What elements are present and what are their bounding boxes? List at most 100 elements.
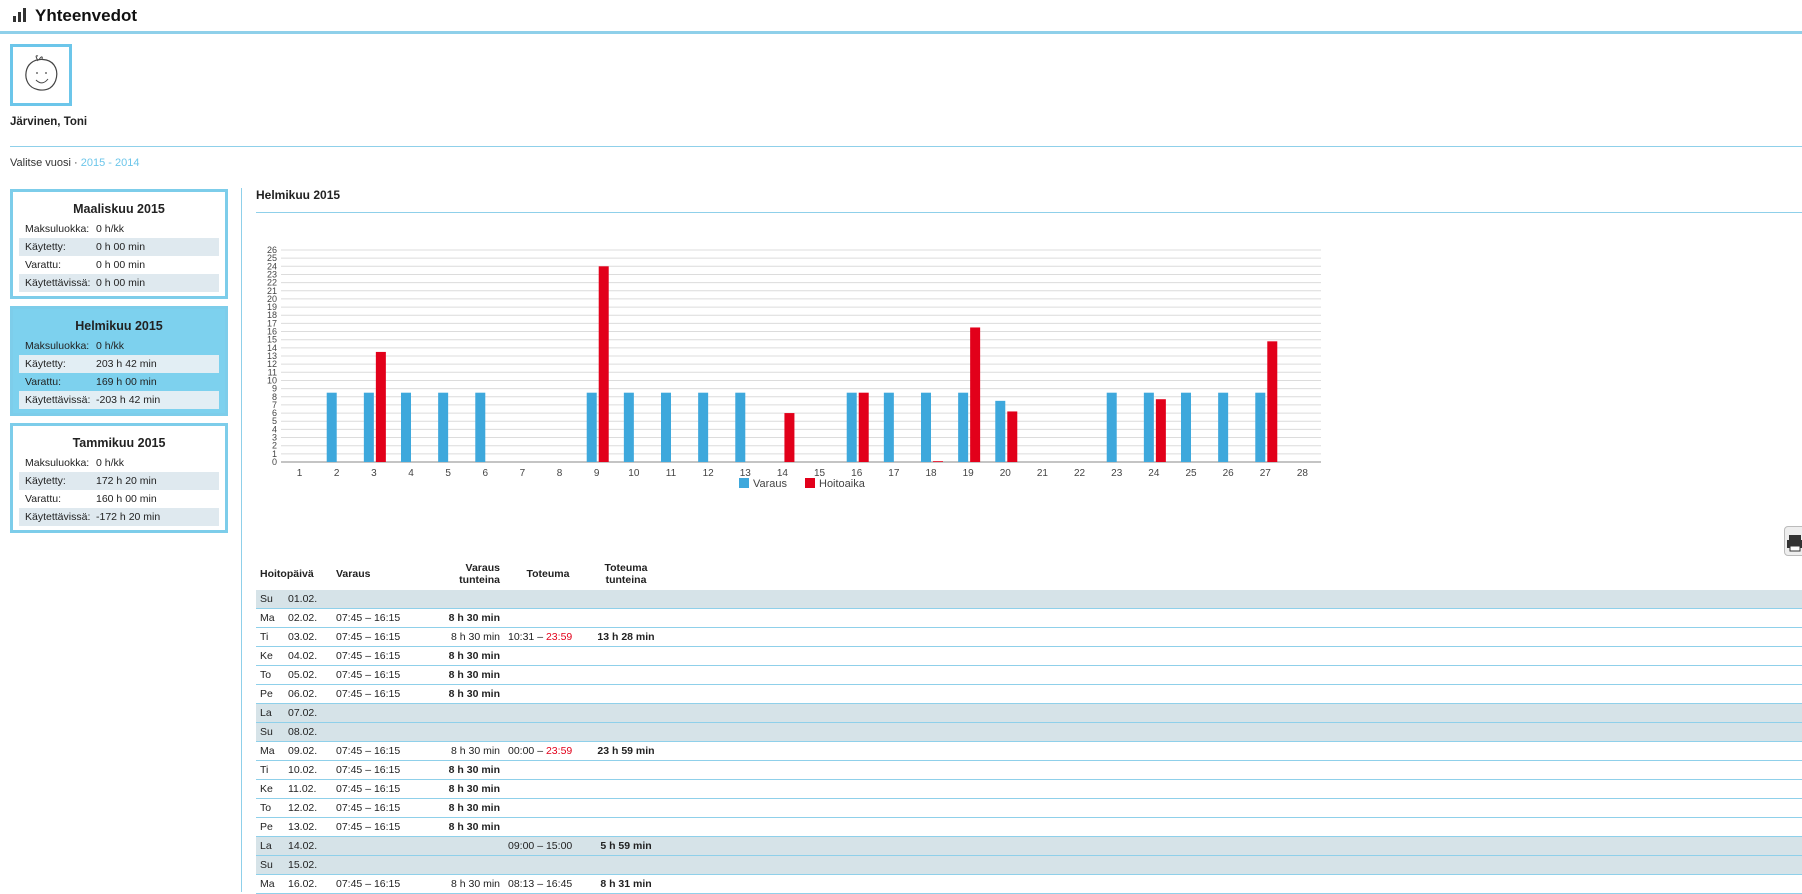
- actual-hours-cell: [592, 779, 660, 799]
- reservation-cell: 07:45 – 16:15: [332, 798, 424, 818]
- bar-varaus-19: [958, 392, 969, 462]
- y-tick-label: 22: [267, 278, 277, 288]
- y-tick-label: 17: [267, 318, 277, 328]
- actual-cell: [504, 703, 592, 723]
- weekday-cell: Su: [256, 855, 284, 875]
- divider: [256, 212, 1802, 213]
- reservation-cell: 07:45 – 16:15: [332, 817, 424, 837]
- weekday-cell: Ke: [256, 779, 284, 799]
- bar-hoitoaika-16: [858, 392, 869, 462]
- x-tick-label: 24: [1148, 468, 1160, 479]
- table-row: Ma 09.02. 07:45 – 16:15 8 h 30 min 00:00 – 2…: [256, 741, 1802, 761]
- actual-cell: [504, 608, 592, 628]
- bar-hoitoaika-9: [598, 266, 609, 462]
- table-row: Pe 06.02. 07:45 – 16:15 8 h 30 min: [256, 684, 1802, 704]
- table-header-row: Hoitopäivä Varaus Varaus tunteina Toteuma…: [260, 562, 648, 586]
- actual-hours-cell: 13 h 28 min: [592, 627, 660, 647]
- reservation-hours-cell: 8 h 30 min: [424, 874, 504, 894]
- table-row: Pe 13.02. 07:45 – 16:15 8 h 30 min: [256, 817, 1802, 837]
- y-tick-label: 25: [267, 253, 277, 263]
- actual-hours-cell: [592, 665, 660, 685]
- date-cell: 03.02.: [284, 627, 332, 647]
- bar-varaus-23: [1106, 392, 1117, 462]
- bar-varaus-17: [883, 392, 894, 462]
- bar-varaus-13: [735, 392, 746, 462]
- month-card-february[interactable]: Helmikuu 2015 Maksuluokka: 0 h/kk Käytett…: [10, 306, 228, 416]
- actual-hours-cell: 5 h 59 min: [592, 836, 660, 856]
- y-tick-label: 3: [272, 433, 277, 443]
- reservation-cell: 07:45 – 16:15: [332, 741, 424, 761]
- table-row: Ti 10.02. 07:45 – 16:15 8 h 30 min: [256, 760, 1802, 780]
- page-title: Yhteenvedot: [35, 6, 138, 25]
- table-row: To 05.02. 07:45 – 16:15 8 h 30 min: [256, 665, 1802, 685]
- reservation-hours-cell: 8 h 30 min: [424, 817, 504, 837]
- month-card-title: Helmikuu 2015: [75, 319, 163, 333]
- day-table: Hoitopäivä Varaus Varaus tunteina Toteuma…: [256, 558, 1802, 894]
- weekday-cell: Ti: [256, 627, 284, 647]
- x-tick-label: 20: [1000, 468, 1012, 479]
- table-row: Su 08.02.: [256, 722, 1802, 742]
- x-tick-label: 26: [1223, 468, 1235, 479]
- date-cell: 04.02.: [284, 646, 332, 666]
- reservation-hours-cell: [424, 855, 504, 875]
- reservation-hours-cell: 8 h 30 min: [424, 627, 504, 647]
- actual-cell: [504, 855, 592, 875]
- actual-hours-cell: [592, 646, 660, 666]
- child-face-icon: [25, 55, 58, 91]
- bar-varaus-11: [661, 392, 671, 462]
- x-tick-label: 7: [520, 468, 526, 479]
- table-row: Ti 03.02. 07:45 – 16:15 8 h 30 min 10:31 – 2…: [256, 627, 1802, 647]
- print-button[interactable]: [1784, 526, 1802, 556]
- actual-hours-cell: [592, 855, 660, 875]
- y-tick-label: 23: [267, 269, 277, 279]
- weekday-cell: Ma: [256, 874, 284, 894]
- bar-varaus-9: [586, 392, 597, 462]
- year-link-2014[interactable]: 2014: [115, 157, 140, 169]
- actual-cell: [504, 590, 592, 609]
- legend-swatch: [805, 478, 815, 488]
- reservation-cell: [332, 855, 424, 875]
- y-tick-label: 8: [272, 392, 277, 402]
- bar-varaus-3: [363, 392, 374, 462]
- x-tick-label: 11: [666, 468, 677, 479]
- y-tick-label: 2: [272, 441, 277, 451]
- avatar[interactable]: [10, 44, 72, 106]
- reservation-hours-cell: 8 h 30 min: [424, 646, 504, 666]
- date-cell: 01.02.: [284, 590, 332, 609]
- bar-varaus-16: [846, 392, 857, 462]
- year-selector: Valitse vuosi · 2015 - 2014: [10, 157, 140, 169]
- bar-hoitoaika-20: [1007, 411, 1018, 462]
- y-tick-label: 14: [267, 343, 277, 353]
- weekday-cell: To: [256, 665, 284, 685]
- bar-varaus-20: [995, 400, 1006, 462]
- x-tick-label: 14: [777, 468, 789, 479]
- y-tick-label: 13: [267, 351, 277, 361]
- actual-hours-cell: [592, 590, 660, 609]
- y-tick-label: 24: [267, 261, 277, 271]
- date-cell: 06.02.: [284, 684, 332, 704]
- month-card-march[interactable]: Maaliskuu 2015 Maksuluokka: 0 h/kk Käytet…: [10, 189, 228, 299]
- x-tick-label: 17: [888, 468, 900, 479]
- reservation-hours-cell: 8 h 30 min: [424, 798, 504, 818]
- sidebar-separator: [241, 188, 242, 892]
- bar-varaus-18: [921, 392, 931, 462]
- y-tick-label: 20: [267, 294, 277, 304]
- reservation-cell: [332, 590, 424, 609]
- reservation-cell: 07:45 – 16:15: [332, 684, 424, 704]
- month-card-january[interactable]: Tammikuu 2015 Maksuluokka: 0 h/kk Käytett…: [10, 423, 228, 533]
- x-tick-label: 15: [814, 468, 826, 479]
- x-tick-label: 12: [703, 468, 715, 479]
- date-cell: 16.02.: [284, 874, 332, 894]
- actual-cell: 10:31 – 23:59: [504, 627, 592, 647]
- reservation-cell: 07:45 – 16:15: [332, 627, 424, 647]
- weekday-cell: Ma: [256, 741, 284, 761]
- x-tick-label: 8: [557, 468, 563, 479]
- y-tick-label: 11: [268, 367, 277, 377]
- actual-cell: 00:00 – 23:59: [504, 741, 592, 761]
- actual-hours-cell: [592, 608, 660, 628]
- x-tick-label: 22: [1074, 468, 1086, 479]
- x-tick-label: 25: [1185, 468, 1197, 479]
- table-row: Ma 02.02. 07:45 – 16:15 8 h 30 min: [256, 608, 1802, 628]
- year-link-2015[interactable]: 2015: [80, 157, 106, 169]
- weekday-cell: La: [256, 836, 284, 856]
